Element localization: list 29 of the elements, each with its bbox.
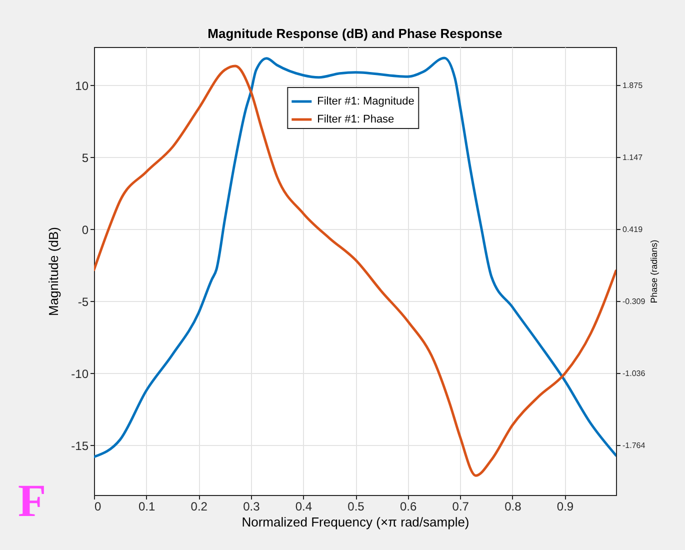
y-tick-label: -5 [78,294,89,309]
y2-axis-title: Phase (radians) [649,240,660,304]
y2-tick-label: 1.875 [622,80,644,90]
y-axis-title: Magnitude (dB) [46,227,62,316]
x-axis-title: Normalized Frequency (×π rad/sample) [242,514,470,530]
x-tick-label: 0.5 [348,500,365,514]
x-tick-label: 0.8 [504,500,522,514]
y-tick-label: 0 [82,222,89,237]
y2-tick-label: -0.309 [622,296,646,306]
x-tick-label: 0.4 [295,500,312,514]
y2-tick-label: 1.147 [622,152,644,162]
x-tick-label: 0.7 [452,500,470,514]
x-tick-label: 0.9 [556,500,574,514]
x-tick-label: 0 [94,500,102,514]
x-tick-label: 0.2 [190,500,208,514]
y2-tick-label: 0.419 [622,224,644,234]
y-tick-label: -15 [71,438,89,453]
x-tick-label: 0.1 [138,500,156,514]
y2-tick-label: -1.036 [622,368,646,378]
x-tick-label: 0.6 [400,500,417,514]
y2-tick-label: -1.764 [622,440,646,450]
legend-label: Filter #1: Phase [317,114,394,126]
x-tick-label: 0.3 [243,500,260,514]
text: F [18,475,46,526]
y-tick-label: -10 [71,366,89,381]
chart-title: Magnitude Response (dB) and Phase Response [208,26,502,41]
y-tick-label: 10 [75,78,89,93]
legend-label: Filter #1: Magnitude [317,96,414,108]
y-tick-label: 5 [82,150,89,165]
